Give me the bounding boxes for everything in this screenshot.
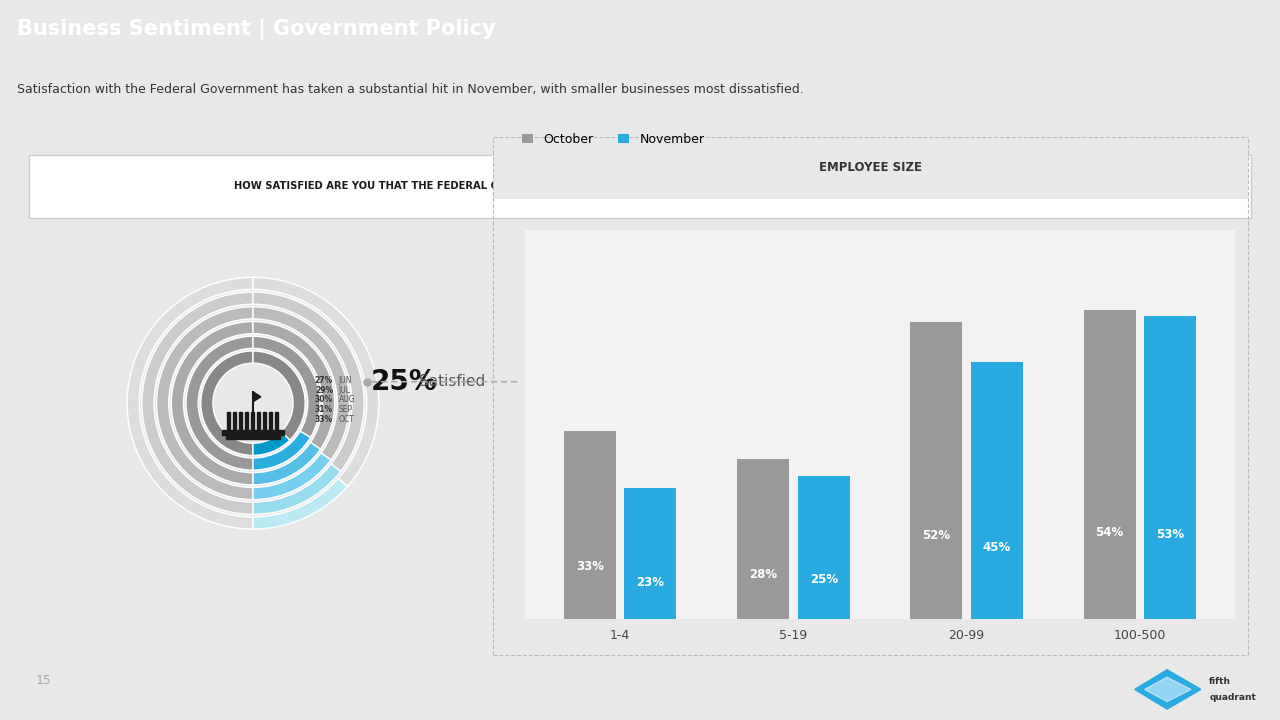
- Bar: [225, 435, 280, 439]
- Text: Satisfied: Satisfied: [419, 374, 485, 390]
- Wedge shape: [253, 442, 320, 485]
- Bar: [257, 413, 260, 431]
- Text: 33%: 33%: [576, 560, 604, 573]
- Text: 54%: 54%: [1096, 526, 1124, 539]
- Text: 30%: 30%: [315, 395, 333, 404]
- Bar: [910, 322, 963, 619]
- Text: AUG: AUG: [339, 395, 356, 404]
- Text: 33%: 33%: [315, 415, 333, 424]
- Bar: [563, 431, 616, 619]
- Wedge shape: [156, 307, 253, 500]
- Bar: [1084, 310, 1135, 619]
- Polygon shape: [1144, 678, 1190, 701]
- Text: 52%: 52%: [923, 529, 950, 542]
- Text: OCT: OCT: [339, 415, 355, 424]
- Legend: October, November: October, November: [517, 127, 709, 150]
- Text: 27%: 27%: [315, 376, 333, 384]
- Bar: [1144, 316, 1197, 619]
- Wedge shape: [253, 431, 289, 456]
- Text: quadrant: quadrant: [1210, 693, 1256, 702]
- Text: 53%: 53%: [1156, 528, 1184, 541]
- Wedge shape: [253, 351, 305, 440]
- Wedge shape: [253, 478, 347, 529]
- Polygon shape: [253, 392, 261, 402]
- Bar: [972, 362, 1023, 619]
- FancyBboxPatch shape: [29, 155, 1251, 217]
- Wedge shape: [142, 292, 253, 514]
- Bar: [275, 413, 278, 431]
- Text: Satisfaction with the Federal Government has taken a substantial hit in November: Satisfaction with the Federal Government…: [17, 84, 804, 96]
- Bar: [246, 413, 248, 431]
- Text: JUN: JUN: [339, 376, 352, 384]
- Bar: [270, 413, 273, 431]
- Bar: [797, 476, 850, 619]
- FancyBboxPatch shape: [493, 137, 1248, 199]
- Wedge shape: [253, 431, 311, 470]
- Wedge shape: [253, 307, 349, 460]
- Text: 29%: 29%: [315, 385, 333, 395]
- Wedge shape: [253, 453, 332, 500]
- Text: Business Sentiment | Government Policy: Business Sentiment | Government Policy: [17, 19, 495, 40]
- Text: fifth: fifth: [1210, 677, 1231, 686]
- Text: 31%: 31%: [315, 405, 333, 414]
- Text: HOW SATISFIED ARE YOU THAT THE FEDERAL GOVERNMENT IS DELIVERING EFFECTIVE POLICI: HOW SATISFIED ARE YOU THAT THE FEDERAL G…: [234, 181, 1046, 191]
- Bar: [233, 413, 236, 431]
- Wedge shape: [253, 336, 320, 437]
- Text: 28%: 28%: [749, 568, 777, 581]
- Text: 25%: 25%: [370, 368, 436, 396]
- Bar: [737, 459, 788, 619]
- Wedge shape: [253, 292, 364, 472]
- Wedge shape: [127, 277, 253, 529]
- Polygon shape: [1135, 670, 1201, 709]
- Bar: [221, 431, 284, 435]
- Bar: [239, 413, 242, 431]
- Text: SEP: SEP: [339, 405, 353, 414]
- Bar: [625, 487, 676, 619]
- Text: EMPLOYEE SIZE: EMPLOYEE SIZE: [819, 161, 922, 174]
- Text: 45%: 45%: [983, 541, 1011, 554]
- Wedge shape: [172, 322, 253, 485]
- Text: 15: 15: [36, 674, 51, 687]
- Wedge shape: [186, 336, 253, 470]
- Wedge shape: [201, 351, 253, 456]
- Text: JUL: JUL: [339, 385, 351, 395]
- Wedge shape: [253, 322, 334, 449]
- Wedge shape: [253, 277, 379, 487]
- Bar: [228, 413, 230, 431]
- Wedge shape: [253, 464, 340, 514]
- Bar: [264, 413, 266, 431]
- Text: 23%: 23%: [636, 576, 664, 589]
- Bar: [251, 413, 253, 431]
- Text: 25%: 25%: [810, 572, 837, 585]
